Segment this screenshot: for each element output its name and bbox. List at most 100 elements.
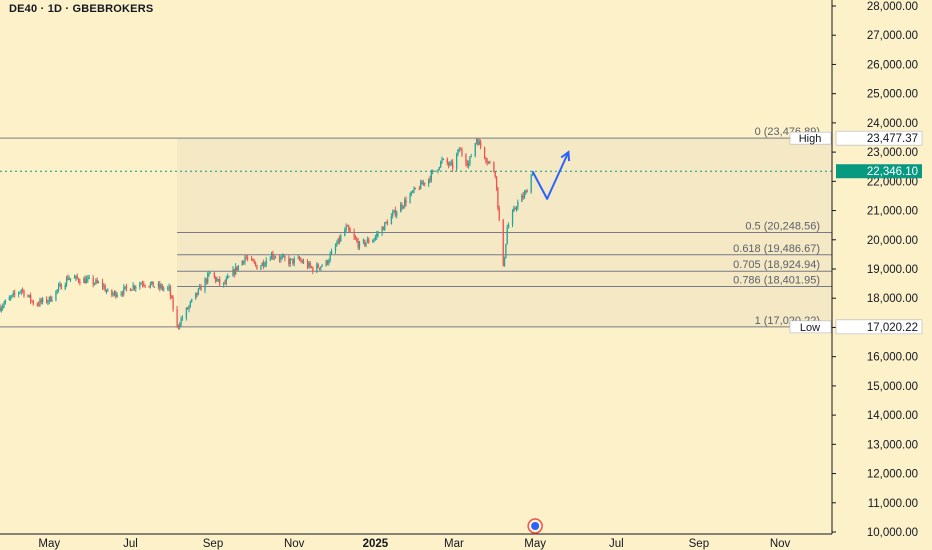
candle[interactable] xyxy=(10,295,12,301)
candle[interactable] xyxy=(340,233,342,243)
candle[interactable] xyxy=(19,291,21,294)
candle[interactable] xyxy=(167,285,169,291)
candle[interactable] xyxy=(495,176,498,191)
candle[interactable] xyxy=(20,288,22,296)
candle[interactable] xyxy=(191,298,193,303)
candle[interactable] xyxy=(338,235,341,245)
candle[interactable] xyxy=(505,243,507,259)
candle[interactable] xyxy=(265,257,267,268)
candle[interactable] xyxy=(141,280,144,288)
candle[interactable] xyxy=(292,258,294,266)
candle[interactable] xyxy=(494,171,496,179)
candle[interactable] xyxy=(48,296,50,305)
candle[interactable] xyxy=(308,261,310,269)
candle[interactable] xyxy=(280,255,282,263)
candle[interactable] xyxy=(49,295,52,302)
candle[interactable] xyxy=(253,258,255,265)
candle[interactable] xyxy=(346,224,349,227)
candle[interactable] xyxy=(31,300,33,303)
candle[interactable] xyxy=(467,160,470,169)
candle[interactable] xyxy=(207,272,209,285)
candle[interactable] xyxy=(446,157,448,166)
candle[interactable] xyxy=(196,292,198,298)
candle[interactable] xyxy=(410,190,413,197)
candle[interactable] xyxy=(228,275,230,278)
candle[interactable] xyxy=(23,289,25,298)
candle[interactable] xyxy=(302,258,305,264)
candle[interactable] xyxy=(161,283,164,291)
candle[interactable] xyxy=(120,291,122,297)
candle[interactable] xyxy=(124,286,126,290)
candle[interactable] xyxy=(151,281,153,286)
candle[interactable] xyxy=(513,205,515,213)
candle[interactable] xyxy=(22,287,24,294)
candle[interactable] xyxy=(328,258,330,266)
candle[interactable] xyxy=(522,191,524,200)
candle[interactable] xyxy=(358,240,361,251)
candle[interactable] xyxy=(487,161,490,164)
candle[interactable] xyxy=(325,259,327,267)
candle[interactable] xyxy=(159,280,161,292)
candle[interactable] xyxy=(317,263,319,269)
candle[interactable] xyxy=(260,264,262,271)
candle[interactable] xyxy=(336,240,338,247)
candle[interactable] xyxy=(433,170,435,173)
candle[interactable] xyxy=(312,266,314,275)
candle[interactable] xyxy=(441,156,443,164)
candle[interactable] xyxy=(353,228,355,241)
candle[interactable] xyxy=(8,295,11,301)
candle[interactable] xyxy=(77,277,80,284)
candle[interactable] xyxy=(290,258,293,260)
candle[interactable] xyxy=(200,284,202,291)
candle[interactable] xyxy=(421,179,423,185)
candle[interactable] xyxy=(366,236,369,244)
candle[interactable] xyxy=(11,294,13,299)
candle[interactable] xyxy=(479,139,482,150)
candle[interactable] xyxy=(208,270,210,277)
candle[interactable] xyxy=(112,291,114,297)
candle[interactable] xyxy=(269,255,271,262)
candle[interactable] xyxy=(357,238,359,250)
candle[interactable] xyxy=(36,302,38,307)
candle[interactable] xyxy=(489,160,491,165)
candle[interactable] xyxy=(101,278,104,290)
candle[interactable] xyxy=(205,278,208,285)
candle[interactable] xyxy=(135,285,137,292)
candle[interactable] xyxy=(133,284,136,291)
candle[interactable] xyxy=(68,275,70,281)
candle[interactable] xyxy=(405,196,407,207)
candle[interactable] xyxy=(413,186,415,194)
candle[interactable] xyxy=(18,291,20,298)
candle[interactable] xyxy=(59,281,61,287)
candle[interactable] xyxy=(40,297,42,305)
candle[interactable] xyxy=(418,185,421,191)
candle[interactable] xyxy=(195,292,197,300)
candle[interactable] xyxy=(401,202,403,211)
candle[interactable] xyxy=(356,237,358,243)
candle[interactable] xyxy=(227,273,229,280)
candle[interactable] xyxy=(478,138,480,145)
candle[interactable] xyxy=(372,239,374,243)
candle[interactable] xyxy=(67,274,69,281)
candle[interactable] xyxy=(424,182,426,187)
candle[interactable] xyxy=(385,221,387,224)
candle[interactable] xyxy=(329,251,331,263)
candle[interactable] xyxy=(132,282,134,291)
candle[interactable] xyxy=(515,205,518,212)
candle[interactable] xyxy=(187,306,189,310)
candle[interactable] xyxy=(217,278,220,283)
candle[interactable] xyxy=(97,280,100,284)
candle[interactable] xyxy=(507,222,510,229)
candle[interactable] xyxy=(215,276,217,284)
candle[interactable] xyxy=(237,264,239,272)
candle[interactable] xyxy=(262,259,265,270)
candle[interactable] xyxy=(321,264,323,267)
candle[interactable] xyxy=(144,284,146,289)
candle[interactable] xyxy=(364,239,366,247)
candle[interactable] xyxy=(376,230,378,240)
candle[interactable] xyxy=(113,290,116,297)
candle[interactable] xyxy=(354,235,357,240)
candle[interactable] xyxy=(452,159,454,172)
candle[interactable] xyxy=(274,255,277,259)
candle[interactable] xyxy=(188,304,190,313)
